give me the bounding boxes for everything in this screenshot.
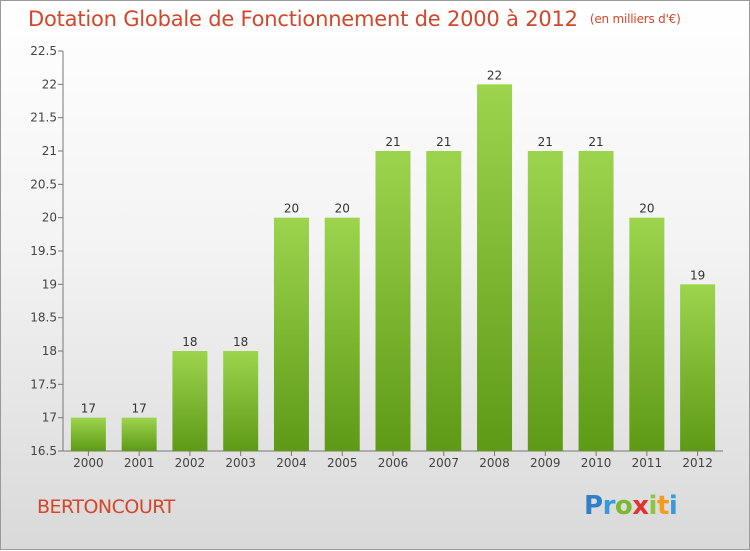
bar-2002 (172, 351, 208, 451)
y-tick-label: 19.5 (30, 244, 57, 258)
bar-value-label: 19 (690, 268, 705, 282)
y-tick-label: 21 (42, 144, 57, 158)
x-tick-label: 2004 (276, 456, 307, 470)
bar-value-label: 20 (335, 202, 350, 216)
y-tick-label: 16.5 (30, 444, 57, 458)
bar-2008 (477, 84, 513, 451)
bar-2009 (527, 151, 563, 451)
bar-value-label: 21 (385, 135, 400, 149)
bar-2003 (223, 351, 259, 451)
chart-title: Dotation Globale de Fonctionnement de 20… (28, 7, 681, 31)
y-tick-label: 20 (42, 211, 57, 225)
y-tick-label: 17 (42, 411, 57, 425)
bar-2001 (121, 417, 157, 451)
bar-2004 (273, 217, 309, 451)
bar-value-label: 18 (233, 335, 248, 349)
x-tick-label: 2002 (175, 456, 206, 470)
x-tick-label: 2000 (73, 456, 104, 470)
x-tick-label: 2011 (632, 456, 663, 470)
x-tick-label: 2003 (225, 456, 256, 470)
y-tick-label: 17.5 (30, 377, 57, 391)
x-tick-label: 2005 (327, 456, 358, 470)
y-tick-label: 21.5 (30, 111, 57, 125)
chart-unit: (en milliers d'€) (589, 12, 681, 26)
x-tick-label: 2008 (479, 456, 510, 470)
y-tick-label: 18.5 (30, 311, 57, 325)
bar-2010 (578, 151, 614, 451)
bar-value-label: 20 (639, 202, 654, 216)
bar-value-label: 21 (436, 135, 451, 149)
bar-value-label: 18 (182, 335, 197, 349)
y-tick-label: 20.5 (30, 177, 57, 191)
bar-2012 (680, 284, 716, 451)
bar-2000 (70, 417, 106, 451)
bar-value-label: 21 (588, 135, 603, 149)
x-tick-label: 2007 (428, 456, 459, 470)
y-tick-label: 22 (42, 77, 57, 91)
bar-value-label: 17 (81, 402, 96, 416)
bar-value-label: 17 (132, 402, 147, 416)
bar-value-label: 22 (487, 68, 502, 82)
bar-2011 (629, 217, 665, 451)
bar-value-label: 20 (284, 202, 299, 216)
bar-2005 (324, 217, 360, 451)
bar-value-label: 21 (538, 135, 553, 149)
y-tick-label: 22.5 (30, 44, 57, 58)
bar-2006 (375, 151, 411, 451)
proxiti-logo[interactable]: Proxiti (584, 491, 678, 521)
city-name: BERTONCOURT (37, 496, 175, 518)
x-tick-label: 2009 (530, 456, 561, 470)
x-tick-label: 2012 (682, 456, 713, 470)
x-tick-label: 2001 (124, 456, 155, 470)
y-tick-label: 19 (42, 277, 57, 291)
x-tick-label: 2010 (581, 456, 612, 470)
x-tick-label: 2006 (378, 456, 409, 470)
bar-2007 (426, 151, 462, 451)
y-tick-label: 18 (42, 344, 57, 358)
